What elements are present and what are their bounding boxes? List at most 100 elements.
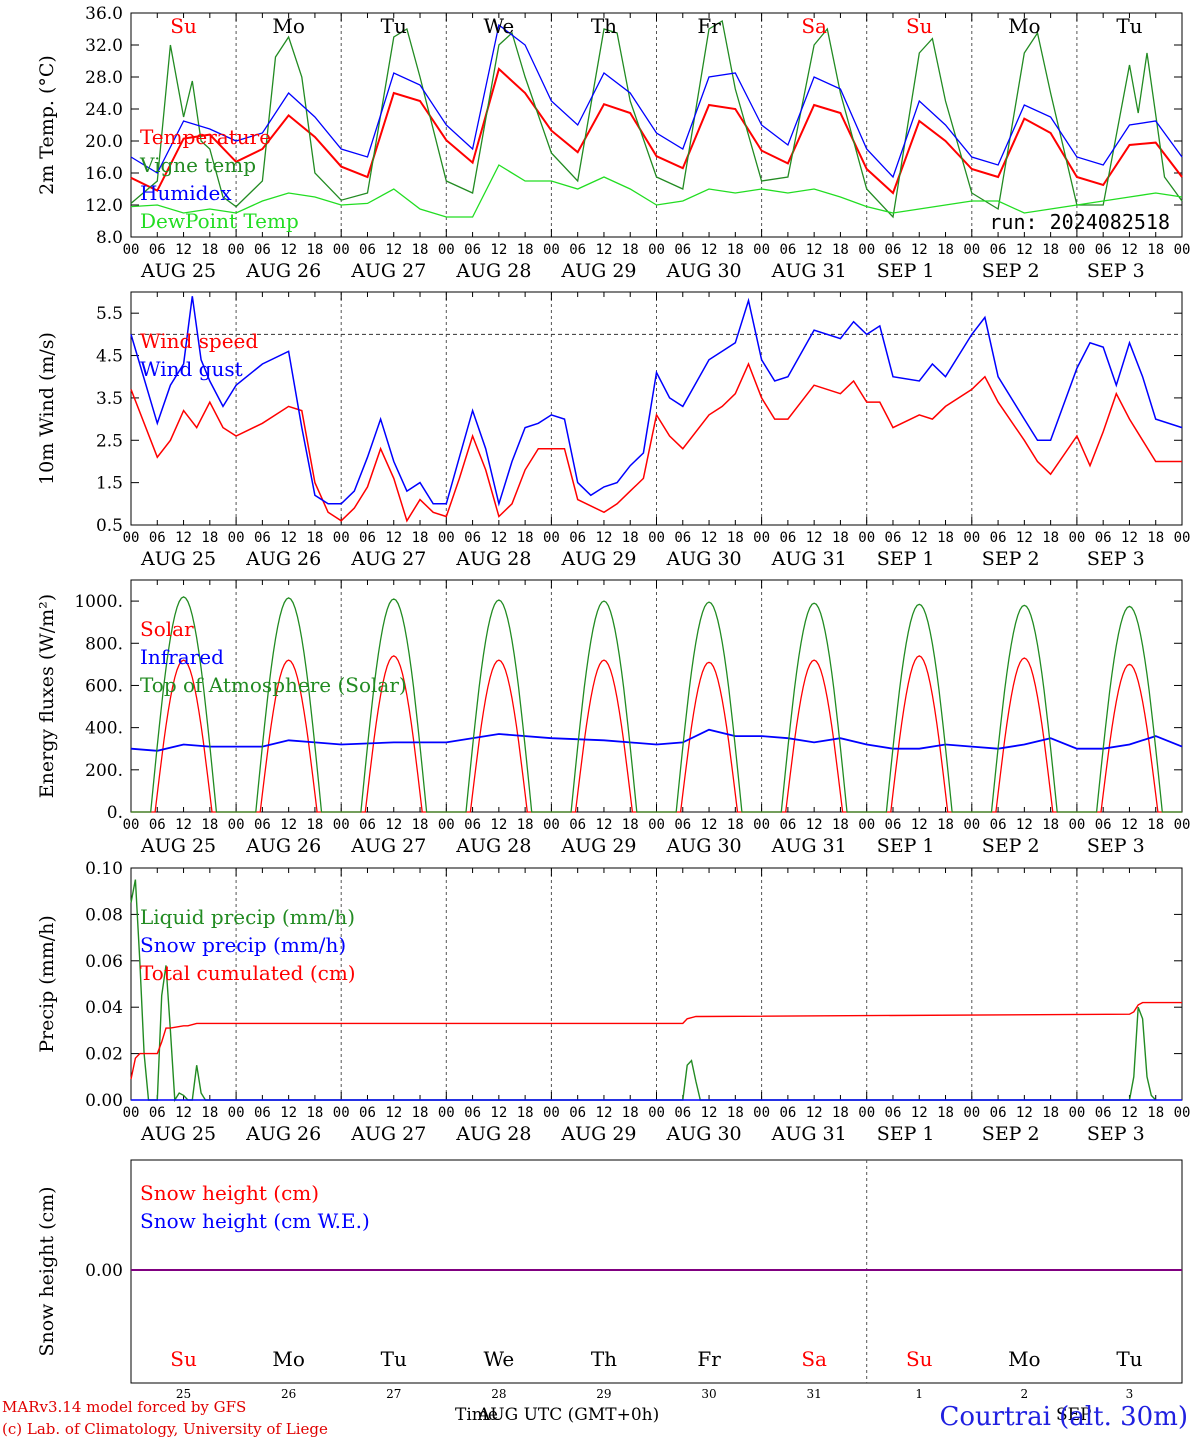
hour-tick-label: 00 <box>543 242 560 258</box>
hour-tick-label: 12 <box>280 242 297 258</box>
day-number-label: 26 <box>281 1387 296 1401</box>
day-label: AUG 26 <box>245 548 321 570</box>
hour-tick-label: 00 <box>858 242 875 258</box>
hour-tick-label: 18 <box>622 1105 639 1121</box>
day-label: AUG 28 <box>455 260 531 282</box>
y-tick-label: 32.0 <box>85 36 123 56</box>
hour-tick-label: 06 <box>569 242 586 258</box>
hour-tick-label: 06 <box>885 530 902 546</box>
day-label: SEP 1 <box>877 1123 935 1145</box>
hour-tick-label: 12 <box>701 530 718 546</box>
hour-tick-label: 06 <box>359 242 376 258</box>
hour-tick-label: 00 <box>333 1105 350 1121</box>
hour-tick-label: 18 <box>937 242 954 258</box>
hour-tick-label: 00 <box>438 817 455 833</box>
day-label: SEP 1 <box>877 835 935 857</box>
weekday-label: We <box>483 1347 514 1371</box>
hour-tick-label: 06 <box>885 242 902 258</box>
hour-tick-label: 18 <box>201 1105 218 1121</box>
hour-tick-label: 00 <box>333 530 350 546</box>
hour-tick-label: 18 <box>1042 530 1059 546</box>
hour-tick-label: 06 <box>885 1105 902 1121</box>
hour-tick-label: 00 <box>123 530 140 546</box>
day-label: AUG 28 <box>455 835 531 857</box>
day-label: AUG 30 <box>666 1123 742 1145</box>
legend-entry: Infrared <box>140 645 224 669</box>
y-tick-label: 24.0 <box>85 100 123 120</box>
hour-tick-label: 00 <box>963 1105 980 1121</box>
hour-tick-label: 00 <box>228 817 245 833</box>
y-tick-label: 0.06 <box>85 952 123 972</box>
hour-tick-label: 12 <box>911 530 928 546</box>
weekday-label: Tu <box>1116 1347 1142 1371</box>
hour-tick-label: 12 <box>280 530 297 546</box>
hour-tick-label: 12 <box>385 242 402 258</box>
hour-tick-label: 06 <box>359 530 376 546</box>
hour-tick-label: 12 <box>175 817 192 833</box>
day-label: AUG 26 <box>245 1123 321 1145</box>
hour-tick-label: 06 <box>674 1105 691 1121</box>
hour-tick-label: 18 <box>937 1105 954 1121</box>
day-label: AUG 25 <box>140 835 216 857</box>
day-label: SEP 1 <box>877 260 935 282</box>
weekday-label: Tu <box>1116 14 1142 38</box>
hour-tick-label: 18 <box>832 817 849 833</box>
legend-entry: Snow precip (mm/h) <box>140 933 346 957</box>
hour-tick-label: 18 <box>201 817 218 833</box>
hour-tick-label: 06 <box>254 530 271 546</box>
hour-tick-label: 00 <box>753 530 770 546</box>
hour-tick-label: 12 <box>701 242 718 258</box>
y-tick-label: 400. <box>85 719 123 739</box>
hour-tick-label: 00 <box>648 242 665 258</box>
series-total-cumulated-cm- <box>130 1001 1182 1080</box>
hour-tick-label: 12 <box>1016 530 1033 546</box>
hour-tick-label: 12 <box>280 817 297 833</box>
hour-tick-label: 06 <box>149 1105 166 1121</box>
hour-tick-label: 06 <box>1095 530 1112 546</box>
hour-tick-label: 12 <box>806 530 823 546</box>
day-label: AUG 28 <box>455 548 531 570</box>
hour-tick-label: 06 <box>359 817 376 833</box>
hour-tick-label: 00 <box>753 242 770 258</box>
day-label: SEP 3 <box>1087 1123 1145 1145</box>
hour-tick-label: 00 <box>543 1105 560 1121</box>
hour-tick-label: 18 <box>1147 817 1164 833</box>
hour-tick-label: 18 <box>1147 530 1164 546</box>
day-number-label: 27 <box>386 1387 401 1401</box>
hour-tick-label: 06 <box>990 530 1007 546</box>
hour-tick-label: 12 <box>701 817 718 833</box>
day-label: AUG 30 <box>666 835 742 857</box>
hour-tick-label: 00 <box>123 817 140 833</box>
day-label: AUG 27 <box>350 1123 426 1145</box>
hour-tick-label: 06 <box>464 530 481 546</box>
hour-tick-label: 00 <box>333 242 350 258</box>
day-number-label: 25 <box>176 1387 191 1401</box>
hour-tick-label: 00 <box>963 530 980 546</box>
hour-tick-label: 18 <box>937 530 954 546</box>
y-tick-label: 0.5 <box>96 516 123 536</box>
hour-tick-label: 00 <box>858 817 875 833</box>
weekday-label: Su <box>906 1347 933 1371</box>
day-label: AUG 29 <box>560 835 636 857</box>
hour-tick-label: 12 <box>175 530 192 546</box>
hour-tick-label: 18 <box>201 242 218 258</box>
series-vigne-temp <box>130 19 1183 219</box>
hour-tick-label: 12 <box>911 242 928 258</box>
hour-tick-label: 06 <box>779 817 796 833</box>
day-number-label: 31 <box>807 1387 822 1401</box>
xaxis-time-label: Time <box>455 1405 498 1425</box>
hour-tick-label: 18 <box>412 242 429 258</box>
hour-tick-label: 00 <box>648 817 665 833</box>
hour-tick-label: 18 <box>306 530 323 546</box>
day-label: AUG 27 <box>350 260 426 282</box>
hour-tick-label: 00 <box>543 817 560 833</box>
hour-tick-label: 00 <box>858 1105 875 1121</box>
hour-tick-label: 18 <box>517 242 534 258</box>
hour-tick-label: 06 <box>990 817 1007 833</box>
y-axis-title: 2m Temp. (°C) <box>36 55 58 195</box>
hour-tick-label: 00 <box>543 530 560 546</box>
y-tick-label: 0.08 <box>85 905 123 925</box>
hour-tick-label: 18 <box>937 817 954 833</box>
y-tick-label: 0.10 <box>85 859 123 879</box>
day-label: SEP 3 <box>1087 260 1145 282</box>
